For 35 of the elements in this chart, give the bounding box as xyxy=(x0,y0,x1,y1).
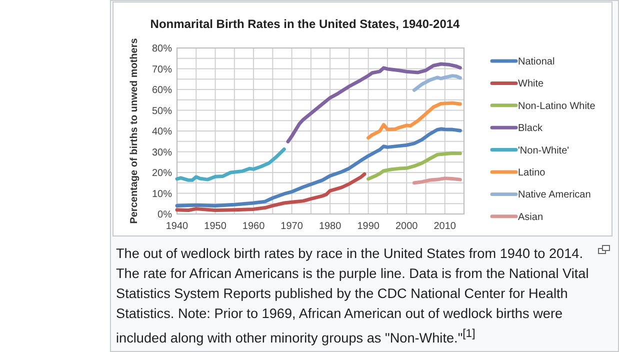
legend-label: Black xyxy=(518,123,544,134)
line-series xyxy=(412,74,462,92)
x-tick-label: 1980 xyxy=(318,221,342,232)
y-tick-label: 30% xyxy=(152,147,172,158)
x-tick-label: 2010 xyxy=(434,221,456,232)
x-tick-label: 2000 xyxy=(395,221,418,232)
x-tick-label: 1950 xyxy=(204,221,227,232)
line-series xyxy=(175,172,366,212)
y-tick-label: 40% xyxy=(152,126,172,138)
x-tick-label: 1940 xyxy=(166,221,189,232)
line-series xyxy=(366,101,462,140)
x-tick-label: 1960 xyxy=(242,221,266,232)
legend-label: National xyxy=(518,56,555,68)
y-tick-label: 20% xyxy=(152,168,172,179)
x-tick-label: 1990 xyxy=(357,221,380,232)
legend-label: Latino xyxy=(518,168,546,178)
text: The out of wedlock birth rates by race in the United States from 1940 to 2014. The rate for African Americans is the purple line. Data is from the National Vital Statistics System Reports published by the CDC National Center for Health Statistics. Note: Prior to 1969, African American out of wedlock births were included along with other minority groups as "Non-White."$^{[1]}$ xyxy=(116,245,590,348)
y-tick-label: 60% xyxy=(152,85,172,96)
line-series xyxy=(175,127,462,208)
y-tick-label: 80% xyxy=(152,44,172,54)
chart-title: Nonmarital Birth Rates in the United States, 1940-2014 xyxy=(150,17,460,31)
line-series xyxy=(366,151,462,181)
y-axis-title: Percentage of births to unwed mothers xyxy=(129,38,140,224)
legend-label: Non-Latino White xyxy=(518,100,596,112)
legend-label: White xyxy=(518,78,544,90)
y-tick-label: 70% xyxy=(152,64,172,76)
legend-label: Native American xyxy=(518,190,591,201)
x-tick-label: 1970 xyxy=(280,221,304,232)
line-series xyxy=(175,148,286,182)
legend-label: 'Non-White' xyxy=(518,145,570,156)
y-tick-label: 50% xyxy=(152,106,172,117)
legend-label: Asian xyxy=(518,212,544,223)
y-tick-label: 0% xyxy=(158,210,172,220)
y-tick-label: 10% xyxy=(152,188,172,200)
line-series xyxy=(286,62,462,144)
